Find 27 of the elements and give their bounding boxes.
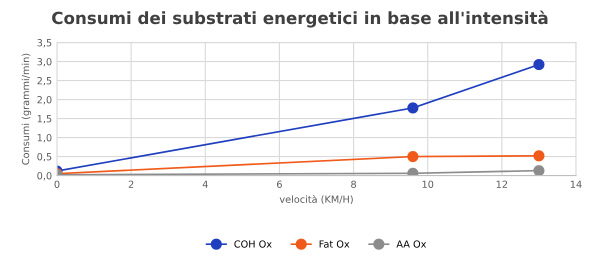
y-tick-label: 0,0 <box>37 172 52 180</box>
y-tick-label: 1,5 <box>38 115 52 124</box>
point <box>407 151 418 162</box>
legend-label: AA Ox <box>396 240 426 248</box>
x-tick-label: 8 <box>351 180 356 188</box>
x-tick-label: 12 <box>496 180 508 188</box>
legend-label: Fat Ox <box>320 240 350 248</box>
x-axis-title: velocità (KM/H) <box>280 194 353 204</box>
y-tick-label: 3,5 <box>37 39 52 48</box>
point <box>533 165 544 176</box>
point <box>407 102 418 114</box>
y-tick-label: 2,0 <box>37 96 52 104</box>
x-tick-label: 6 <box>277 180 282 188</box>
x-tick-label: 10 <box>422 180 434 188</box>
x-tick-label: 14 <box>570 180 582 188</box>
y-tick-label: 0,5 <box>37 153 52 162</box>
legend-label: COH Ox <box>234 240 272 248</box>
y-tick-label: 2,5 <box>37 77 52 86</box>
point <box>533 59 544 70</box>
x-tick-label: 2 <box>128 180 134 188</box>
point <box>533 150 544 162</box>
y-tick-label: 1,0 <box>38 134 52 142</box>
chart-title: Consumi dei substrati energetici in base all'intensità <box>52 10 548 28</box>
y-axis-title: Consumi (grammi/min) <box>22 54 32 165</box>
y-tick-label: 3,0 <box>37 58 52 66</box>
x-tick-label: 4 <box>202 180 208 188</box>
x-tick-label: 0 <box>54 180 60 188</box>
